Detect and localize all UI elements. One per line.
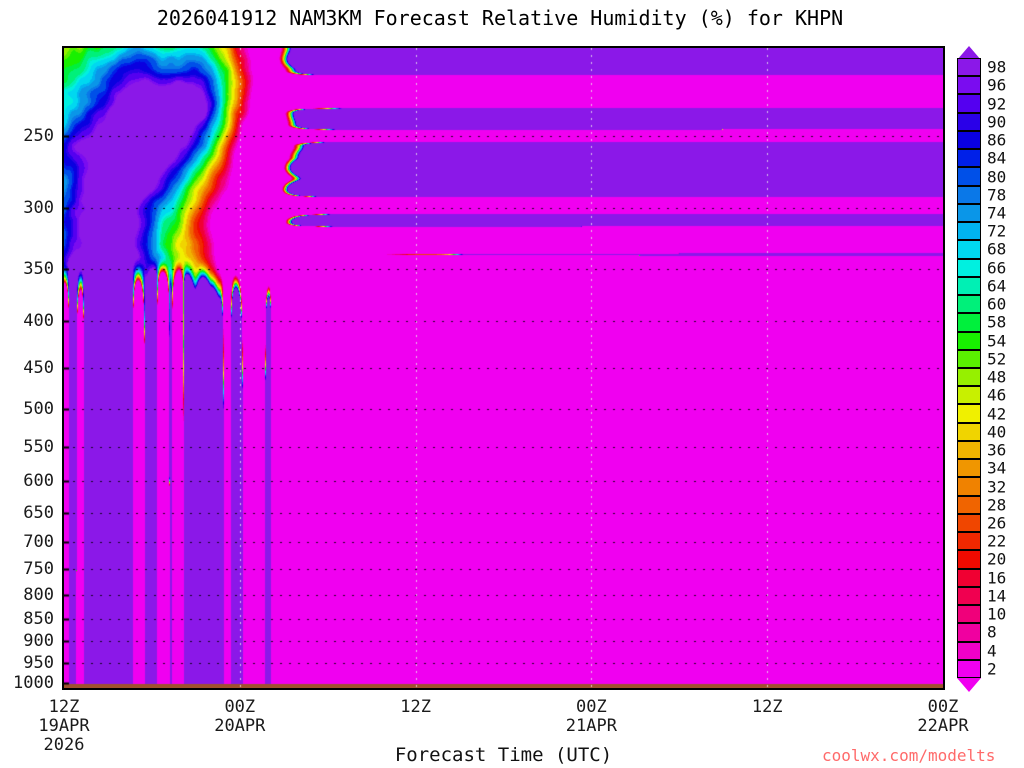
- colorbar-label-14: 14: [987, 586, 1007, 606]
- colorbar-swatch-32: [957, 477, 981, 496]
- colorbar-swatch-16: [957, 568, 981, 587]
- colorbar-label-36: 36: [987, 440, 1007, 460]
- colorbar-swatch-36: [957, 440, 981, 460]
- colorbar-label-32: 32: [987, 477, 1007, 497]
- colorbar-swatch-26: [957, 513, 981, 533]
- colorbar-swatch-8: [957, 623, 981, 642]
- y-axis-tick-800: 800: [23, 584, 54, 605]
- colorbar-swatch-80: [957, 167, 981, 186]
- x-axis-tick-5: 00Z 22APR: [917, 697, 969, 736]
- colorbar-label-90: 90: [987, 112, 1007, 132]
- y-axis-tick-550: 550: [23, 437, 54, 458]
- colorbar-label-54: 54: [987, 331, 1007, 351]
- colorbar-swatch-74: [957, 203, 981, 223]
- colorbar-swatch-64: [957, 276, 981, 296]
- colorbar-label-72: 72: [987, 221, 1007, 241]
- colorbar-swatch-78: [957, 185, 981, 204]
- colorbar-swatch-54: [957, 331, 981, 350]
- colorbar-swatch-4: [957, 641, 981, 660]
- colorbar-swatch-68: [957, 240, 981, 259]
- y-axis-tick-850: 850: [23, 608, 54, 629]
- y-axis-tick-600: 600: [23, 471, 54, 492]
- y-axis-tick-750: 750: [23, 559, 54, 580]
- colorbar-label-66: 66: [987, 258, 1007, 278]
- humidity-contour-field: [64, 48, 943, 688]
- colorbar-label-4: 4: [987, 641, 997, 661]
- colorbar-swatch-46: [957, 386, 981, 405]
- colorbar-label-60: 60: [987, 294, 1007, 314]
- colorbar-label-46: 46: [987, 385, 1007, 405]
- colorbar-swatch-14: [957, 586, 981, 606]
- colorbar-bottom-arrow: [957, 678, 981, 692]
- x-axis-tick-4: 12Z: [751, 697, 783, 717]
- colorbar-label-8: 8: [987, 622, 997, 642]
- watermark: coolwx.com/modelts: [822, 746, 996, 765]
- colorbar-label-92: 92: [987, 94, 1007, 114]
- page-title: 2026041912 NAM3KM Forecast Relative Humi…: [156, 6, 844, 30]
- colorbar-label-96: 96: [987, 75, 1007, 95]
- colorbar-swatch-96: [957, 76, 981, 95]
- colorbar-swatch-10: [957, 605, 981, 624]
- colorbar-top-arrow: [957, 46, 981, 60]
- plot-area: [62, 46, 945, 690]
- colorbar-swatch-72: [957, 222, 981, 241]
- colorbar-label-40: 40: [987, 422, 1007, 442]
- colorbar-swatch-92: [957, 94, 981, 113]
- y-axis-tick-700: 700: [23, 532, 54, 553]
- colorbar-swatch-66: [957, 258, 981, 277]
- colorbar-swatch-34: [957, 459, 981, 478]
- colorbar-swatch-52: [957, 349, 981, 368]
- colorbar-label-42: 42: [987, 404, 1007, 424]
- y-axis-tick-350: 350: [23, 258, 54, 279]
- x-axis-tick-2: 12Z: [400, 697, 431, 717]
- colorbar-swatch-40: [957, 422, 981, 441]
- y-axis-tick-450: 450: [23, 357, 54, 378]
- colorbar: 98 96 92 90 86 84 80 78 74 72 68 66 64 60 58 54 52 48 46 42…: [957, 58, 1006, 678]
- colorbar-swatch-22: [957, 532, 981, 551]
- y-axis-tick-500: 500: [23, 399, 54, 420]
- x-axis-label: Forecast Time (UTC): [394, 744, 613, 766]
- y-axis-tick-250: 250: [23, 126, 54, 147]
- colorbar-label-26: 26: [987, 513, 1007, 533]
- colorbar-label-74: 74: [987, 203, 1007, 223]
- colorbar-label-98: 98: [987, 57, 1007, 77]
- colorbar-label-48: 48: [987, 367, 1007, 387]
- colorbar-label-22: 22: [987, 531, 1007, 551]
- colorbar-label-68: 68: [987, 239, 1007, 259]
- colorbar-swatch-20: [957, 550, 981, 569]
- colorbar-swatch-42: [957, 404, 981, 423]
- y-axis: 250 300 350 400 450 500 550 600 650 700 750 800 850 9…: [0, 0, 62, 768]
- y-axis-tick-900: 900: [23, 631, 54, 652]
- colorbar-label-10: 10: [987, 604, 1007, 624]
- colorbar-swatch-48: [957, 368, 981, 387]
- colorbar-swatch-86: [957, 130, 981, 150]
- colorbar-label-80: 80: [987, 167, 1007, 187]
- colorbar-swatch-28: [957, 495, 981, 514]
- y-axis-tick-1000: 1000: [13, 672, 54, 693]
- colorbar-label-86: 86: [987, 130, 1007, 150]
- colorbar-label-58: 58: [987, 312, 1007, 332]
- colorbar-swatch-58: [957, 313, 981, 332]
- colorbar-label-16: 16: [987, 568, 1007, 588]
- colorbar-swatch-60: [957, 295, 981, 314]
- y-axis-tick-400: 400: [23, 311, 54, 332]
- colorbar-label-2: 2: [987, 659, 997, 679]
- colorbar-label-84: 84: [987, 148, 1007, 168]
- colorbar-swatch-90: [957, 112, 981, 131]
- colorbar-label-28: 28: [987, 495, 1007, 515]
- colorbar-swatch-98: [957, 58, 981, 77]
- colorbar-label-52: 52: [987, 349, 1007, 369]
- y-axis-tick-950: 950: [23, 652, 54, 673]
- x-axis-tick-1: 00Z 20APR: [214, 697, 266, 736]
- colorbar-swatch-2: [957, 659, 981, 678]
- colorbar-label-20: 20: [987, 549, 1007, 569]
- y-axis-tick-300: 300: [23, 197, 54, 218]
- x-axis-tick-3: 00Z 21APR: [565, 697, 617, 736]
- colorbar-label-34: 34: [987, 458, 1007, 478]
- colorbar-label-64: 64: [987, 276, 1007, 296]
- colorbar-swatch-84: [957, 149, 981, 168]
- colorbar-label-78: 78: [987, 185, 1007, 205]
- y-axis-tick-650: 650: [23, 502, 54, 523]
